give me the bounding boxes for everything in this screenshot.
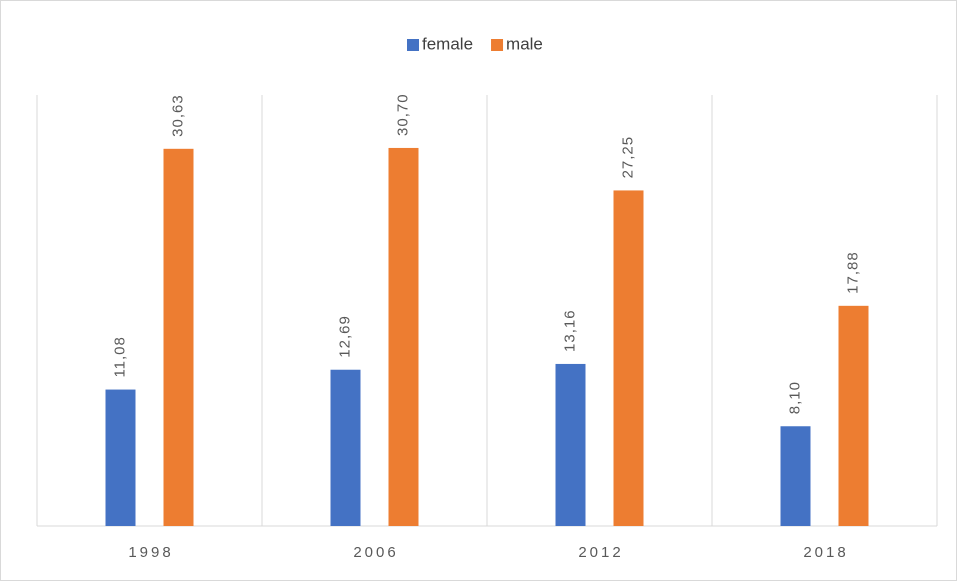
data-label: 30,70 <box>394 93 411 136</box>
data-label: 13,16 <box>561 309 578 352</box>
data-label: 8,10 <box>786 381 803 414</box>
data-label: 11,08 <box>111 336 128 377</box>
data-label: 27,25 <box>619 136 636 179</box>
data-label: 17,88 <box>844 251 861 294</box>
x-tick-label: 1998 <box>128 544 173 561</box>
data-label: 30,63 <box>169 94 186 137</box>
bar <box>555 363 586 526</box>
x-tick-label: 2018 <box>803 544 848 561</box>
legend-label: male <box>506 34 543 53</box>
legend-swatch <box>407 39 419 51</box>
legend-label: female <box>422 34 473 53</box>
bar <box>613 190 644 526</box>
bar <box>330 369 361 526</box>
legend-swatch <box>491 39 504 51</box>
bar <box>838 305 869 526</box>
x-tick-label: 2012 <box>578 544 623 561</box>
bar <box>780 426 811 526</box>
x-tick-label: 2006 <box>353 544 398 561</box>
bar <box>388 147 419 527</box>
data-label: 12,69 <box>336 315 353 358</box>
bar <box>105 389 136 526</box>
bar <box>163 148 194 527</box>
